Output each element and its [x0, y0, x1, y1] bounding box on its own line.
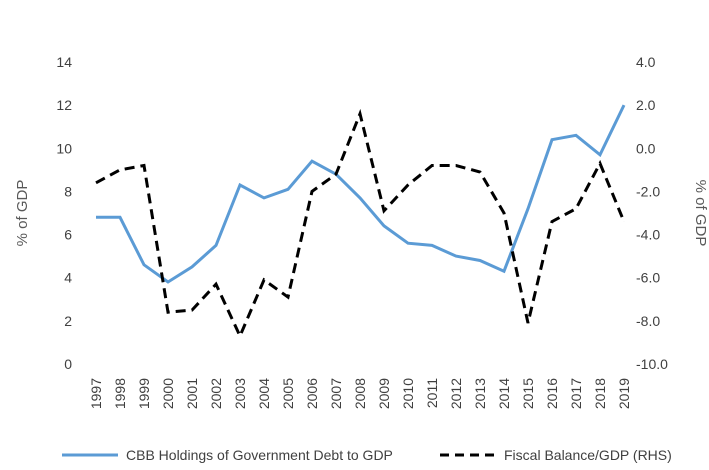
x-tick-label: 2002	[208, 378, 224, 409]
x-tick-label: 1997	[88, 378, 104, 409]
legend-label-cbb-holdings: CBB Holdings of Government Debt to GDP	[126, 447, 393, 463]
left-tick-label: 12	[56, 97, 72, 113]
left-tick-label: 4	[64, 270, 72, 286]
x-tick-label: 2011	[424, 378, 440, 408]
series-layer	[95, 104, 626, 340]
x-tick-label: 2001	[184, 378, 200, 409]
left-tick-label: 14	[56, 54, 72, 70]
x-axis-ticks: 1997 1998 1999 2000 2001 2002 2003 2004 2005 2006…	[88, 378, 632, 409]
x-tick-label: 2004	[256, 378, 272, 409]
x-tick-label: 2006	[304, 378, 320, 409]
x-tick-label: 2012	[448, 378, 464, 409]
legend: CBB Holdings of Government Debt to GDP F…	[62, 447, 672, 463]
x-tick-label: 2014	[496, 378, 512, 409]
x-tick-label: 2018	[592, 378, 608, 409]
x-tick-label: 2008	[352, 378, 368, 409]
right-tick-label: -10.0	[636, 356, 668, 372]
x-tick-label: 2013	[472, 378, 488, 409]
right-axis-ticks: -10.0 -8.0 -6.0 -4.0 -2.0 0.0 2.0 4.0	[636, 54, 668, 372]
x-tick-label: 2009	[376, 378, 392, 409]
legend-label-fiscal-balance: Fiscal Balance/GDP (RHS)	[504, 447, 672, 463]
x-tick-label: 2003	[232, 378, 248, 409]
x-tick-label: 2007	[328, 378, 344, 409]
right-tick-label: 2.0	[636, 97, 656, 113]
right-tick-label: 4.0	[636, 54, 656, 70]
left-tick-label: 2	[64, 313, 72, 329]
right-tick-label: 0.0	[636, 140, 656, 156]
series-line-fiscal-balance	[95, 108, 626, 340]
x-tick-label: 2019	[616, 378, 632, 409]
x-tick-label: 2015	[520, 378, 536, 409]
right-tick-label: -8.0	[636, 313, 660, 329]
series-line-cbb-holdings	[96, 104, 626, 284]
left-tick-label: 0	[64, 356, 72, 372]
x-tick-label: 2016	[544, 378, 560, 409]
y-axis-title-right: % of GDP	[692, 180, 709, 247]
right-tick-label: -2.0	[636, 183, 660, 199]
left-axis-ticks: 0 2 4 6 8 10 12 14	[56, 54, 72, 372]
x-tick-label: 2010	[400, 378, 416, 409]
left-tick-label: 10	[56, 140, 72, 156]
left-tick-label: 6	[64, 227, 72, 243]
right-tick-label: -4.0	[636, 227, 660, 243]
x-tick-label: 2017	[568, 378, 584, 409]
left-tick-label: 8	[64, 183, 72, 199]
x-tick-label: 1998	[112, 378, 128, 409]
x-tick-label: 2000	[160, 378, 176, 409]
x-tick-label: 2005	[280, 378, 296, 409]
x-tick-label: 1999	[136, 378, 152, 409]
y-axis-title-left: % of GDP	[14, 180, 31, 247]
right-tick-label: -6.0	[636, 270, 660, 286]
